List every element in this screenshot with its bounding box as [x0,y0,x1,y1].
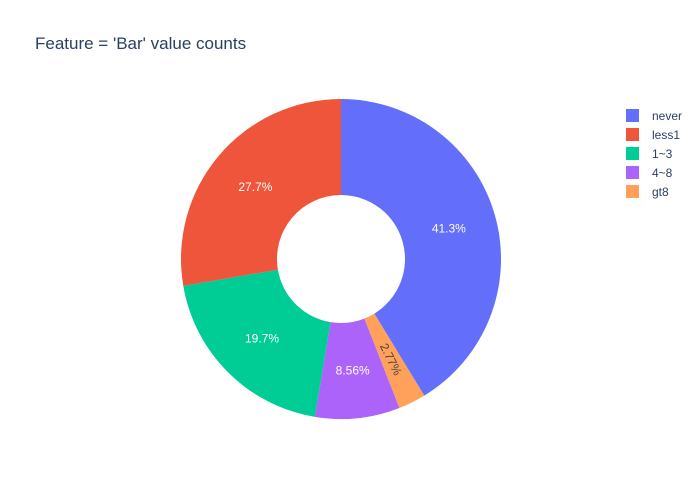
chart-title: Feature = 'Bar' value counts [35,34,247,53]
legend-item-gt8[interactable]: gt8 [626,182,682,201]
legend: never less1 1~3 4~8 gt8 [626,106,682,201]
legend-label: 4~8 [652,165,673,180]
legend-item-less1[interactable]: less1 [626,125,682,144]
legend-swatch [626,128,639,141]
legend-swatch [626,109,639,122]
slice-1~3[interactable] [183,269,331,417]
legend-swatch [626,147,639,160]
legend-item-never[interactable]: never [626,106,682,125]
legend-swatch [626,185,639,198]
legend-label: less1 [652,127,681,142]
slice-label-less1: 27.7% [238,180,272,194]
legend-label: gt8 [652,184,669,199]
slice-never[interactable] [341,99,501,396]
slices-group [181,99,501,419]
slice-label-4~8: 8.56% [336,363,370,377]
legend-item-4~8[interactable]: 4~8 [626,163,682,182]
slice-label-1~3: 19.7% [245,331,279,345]
slice-4~8[interactable] [314,318,400,419]
legend-label: 1~3 [652,146,673,161]
legend-item-1~3[interactable]: 1~3 [626,144,682,163]
legend-swatch [626,166,639,179]
slice-label-never: 41.3% [432,222,466,236]
slice-gt8[interactable] [364,313,425,408]
slice-less1[interactable] [181,99,341,286]
legend-label: never [652,108,683,123]
